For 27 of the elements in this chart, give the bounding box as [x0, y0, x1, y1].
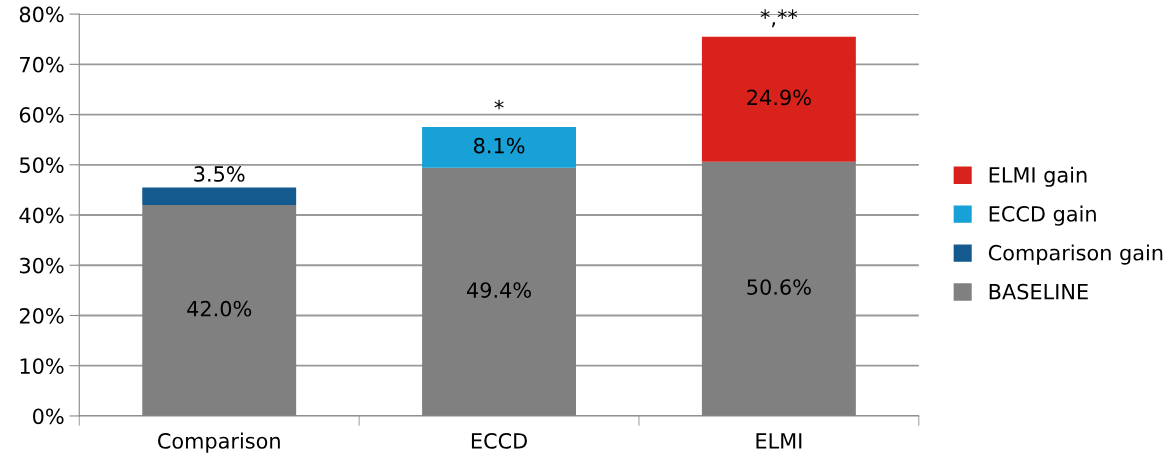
x-tick-label: ELMI: [756, 433, 802, 449]
legend-label: ECCD gain: [989, 205, 1096, 226]
y-tick-label: 70%: [20, 56, 64, 73]
y-tick-label: 60%: [19, 107, 64, 123]
y-tick-label: 80%: [19, 6, 64, 23]
bar: [701, 36, 856, 162]
data-label: 3.5%: [194, 166, 245, 182]
annotation: *: [494, 99, 504, 110]
data-label: 49.4%: [466, 282, 531, 298]
y-tick-label: 0%: [33, 408, 64, 425]
bar: [422, 127, 576, 168]
y-tick-label: 20%: [19, 307, 64, 324]
legend-label: Comparison gain: [988, 244, 1163, 265]
data-label: 42.0%: [187, 300, 252, 317]
legend-label: ELMI gain: [989, 166, 1087, 187]
x-tick-label: ECCD: [471, 432, 527, 449]
bar: [142, 187, 297, 205]
legend-label: BASELINE: [989, 283, 1088, 300]
annotation: *,**: [760, 9, 798, 28]
x-tick-label: Comparison: [158, 432, 280, 453]
y-tick-label: 10%: [20, 358, 64, 374]
y-tick-label: 50%: [20, 157, 64, 174]
data-label: 50.6%: [747, 279, 811, 295]
y-tick-label: 40%: [19, 207, 64, 224]
data-label: 8.1%: [474, 137, 525, 154]
data-label: 24.9%: [747, 89, 811, 106]
y-tick-label: 30%: [19, 257, 64, 274]
